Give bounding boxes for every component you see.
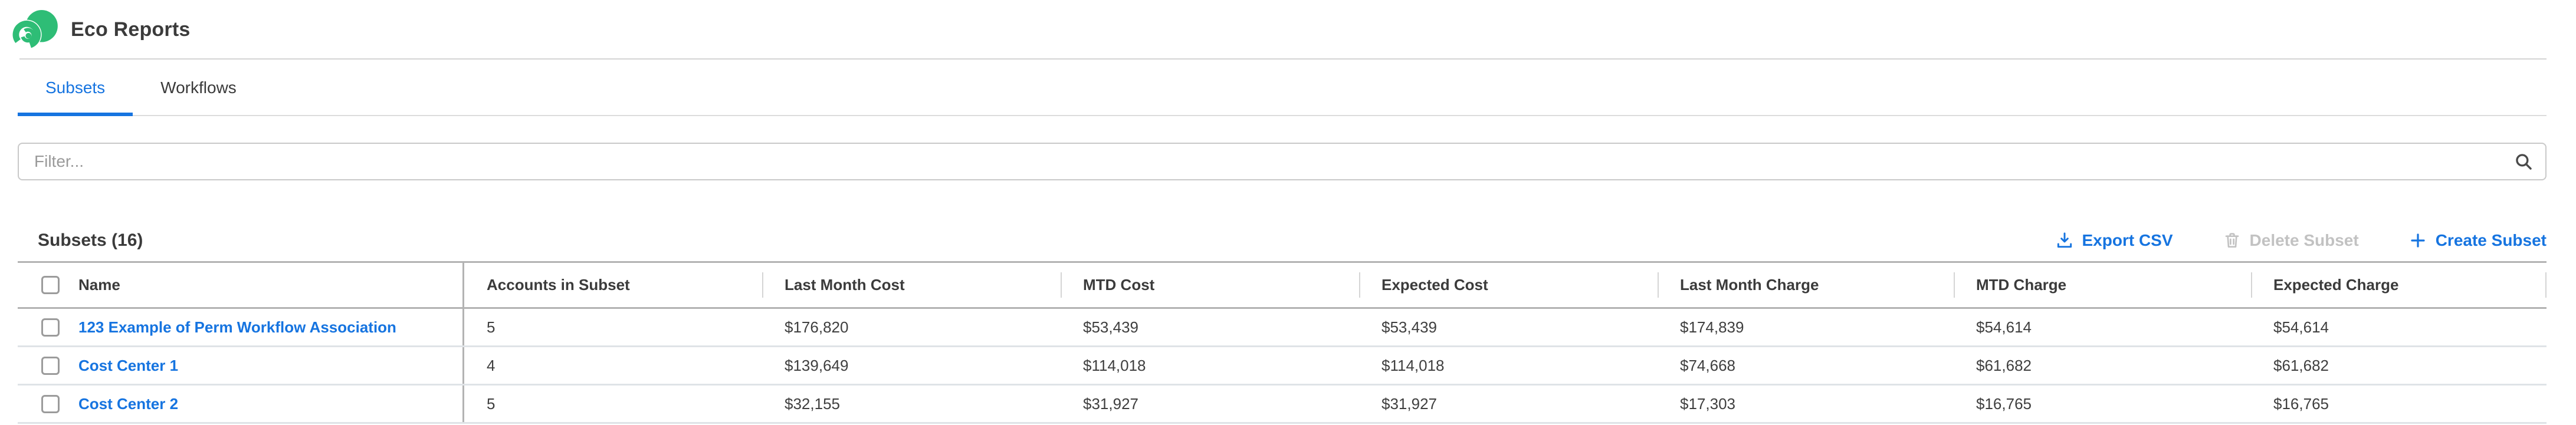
column-header-last-month-charge: Last Month Charge — [1658, 263, 1954, 307]
last-month-cost-cell: $32,155 — [785, 394, 840, 413]
select-all-checkbox[interactable] — [41, 276, 60, 294]
accounts-cell: 5 — [487, 394, 495, 413]
column-header-expected-cost: Expected Cost — [1359, 263, 1658, 307]
subset-link[interactable]: Cost Center 2 — [78, 394, 179, 413]
mtd-cost-cell: $53,439 — [1083, 318, 1138, 336]
search-icon[interactable] — [2513, 151, 2534, 172]
expected-cost-cell: $31,927 — [1381, 394, 1437, 413]
row-checkbox[interactable] — [41, 318, 60, 337]
tab-bar: Subsets Workflows — [0, 60, 2576, 116]
table-row: Cost Center 1 4 $139,649 $114,018 $114,0… — [18, 347, 2547, 386]
download-icon — [2057, 232, 2072, 248]
tab-workflows[interactable]: Workflows — [133, 60, 264, 116]
mtd-cost-cell: $31,927 — [1083, 394, 1138, 413]
last-month-charge-cell: $74,668 — [1680, 356, 1735, 374]
app-header: Eco Reports — [0, 0, 2576, 60]
filter-row — [18, 143, 2547, 180]
subset-link[interactable]: Cost Center 1 — [78, 356, 179, 374]
trash-icon — [2225, 233, 2239, 248]
tab-subsets[interactable]: Subsets — [18, 60, 133, 116]
subsets-table: Name Accounts in Subset Last Month Cost … — [18, 261, 2547, 424]
create-subset-label: Create Subset — [2435, 231, 2547, 249]
last-month-charge-cell: $17,303 — [1680, 394, 1735, 413]
expected-charge-cell: $16,765 — [2273, 394, 2329, 413]
create-subset-button[interactable]: Create Subset — [2408, 231, 2547, 250]
accounts-cell: 5 — [487, 318, 495, 336]
last-month-cost-cell: $139,649 — [785, 356, 849, 374]
mtd-charge-cell: $16,765 — [1976, 394, 2032, 413]
table-header-row: Name Accounts in Subset Last Month Cost … — [18, 263, 2547, 309]
section-heading: Subsets (16) — [38, 230, 143, 250]
subset-link[interactable]: 123 Example of Perm Workflow Association — [78, 318, 396, 336]
delete-subset-label: Delete Subset — [2249, 231, 2359, 249]
export-csv-button[interactable]: Export CSV — [2055, 231, 2173, 250]
header-cell-name: Name — [18, 263, 464, 307]
row-name-cell: Cost Center 1 — [18, 347, 464, 384]
accounts-cell: 4 — [487, 356, 495, 374]
tab-subsets-label: Subsets — [45, 78, 106, 97]
column-header-expected-charge: Expected Charge — [2251, 263, 2547, 307]
column-header-mtd-charge: MTD Charge — [1954, 263, 2251, 307]
row-name-cell: Cost Center 2 — [18, 386, 464, 422]
filter-input[interactable] — [18, 143, 2547, 180]
row-checkbox[interactable] — [41, 394, 60, 413]
column-header-name: Name — [78, 276, 120, 294]
expected-charge-cell: $61,682 — [2273, 356, 2329, 374]
row-checkbox[interactable] — [41, 356, 60, 375]
row-name-cell: 123 Example of Perm Workflow Association — [18, 309, 464, 345]
mtd-charge-cell: $54,614 — [1976, 318, 2032, 336]
plus-icon — [2411, 233, 2425, 248]
actions-toolbar: Export CSV Delete Subset Create Subset — [2055, 231, 2547, 250]
mtd-cost-cell: $114,018 — [1083, 356, 1146, 374]
tab-workflows-label: Workflows — [160, 78, 237, 97]
table-row: Cost Center 2 5 $32,155 $31,927 $31,927 … — [18, 386, 2547, 424]
expected-cost-cell: $114,018 — [1381, 356, 1445, 374]
column-header-accounts: Accounts in Subset — [487, 276, 630, 294]
last-month-charge-cell: $174,839 — [1680, 318, 1744, 336]
expected-cost-cell: $53,439 — [1381, 318, 1437, 336]
delete-subset-button[interactable]: Delete Subset — [2223, 231, 2359, 250]
section-row: Subsets (16) Export CSV Delete Subset — [18, 222, 2547, 259]
eco-swirl-icon — [12, 9, 58, 50]
column-header-last-month-cost: Last Month Cost — [762, 263, 1061, 307]
page-title: Eco Reports — [71, 18, 191, 41]
export-csv-label: Export CSV — [2082, 231, 2173, 249]
expected-charge-cell: $54,614 — [2273, 318, 2329, 336]
last-month-cost-cell: $176,820 — [785, 318, 849, 336]
column-header-mtd-cost: MTD Cost — [1061, 263, 1359, 307]
table-row: 123 Example of Perm Workflow Association… — [18, 309, 2547, 347]
mtd-charge-cell: $61,682 — [1976, 356, 2032, 374]
